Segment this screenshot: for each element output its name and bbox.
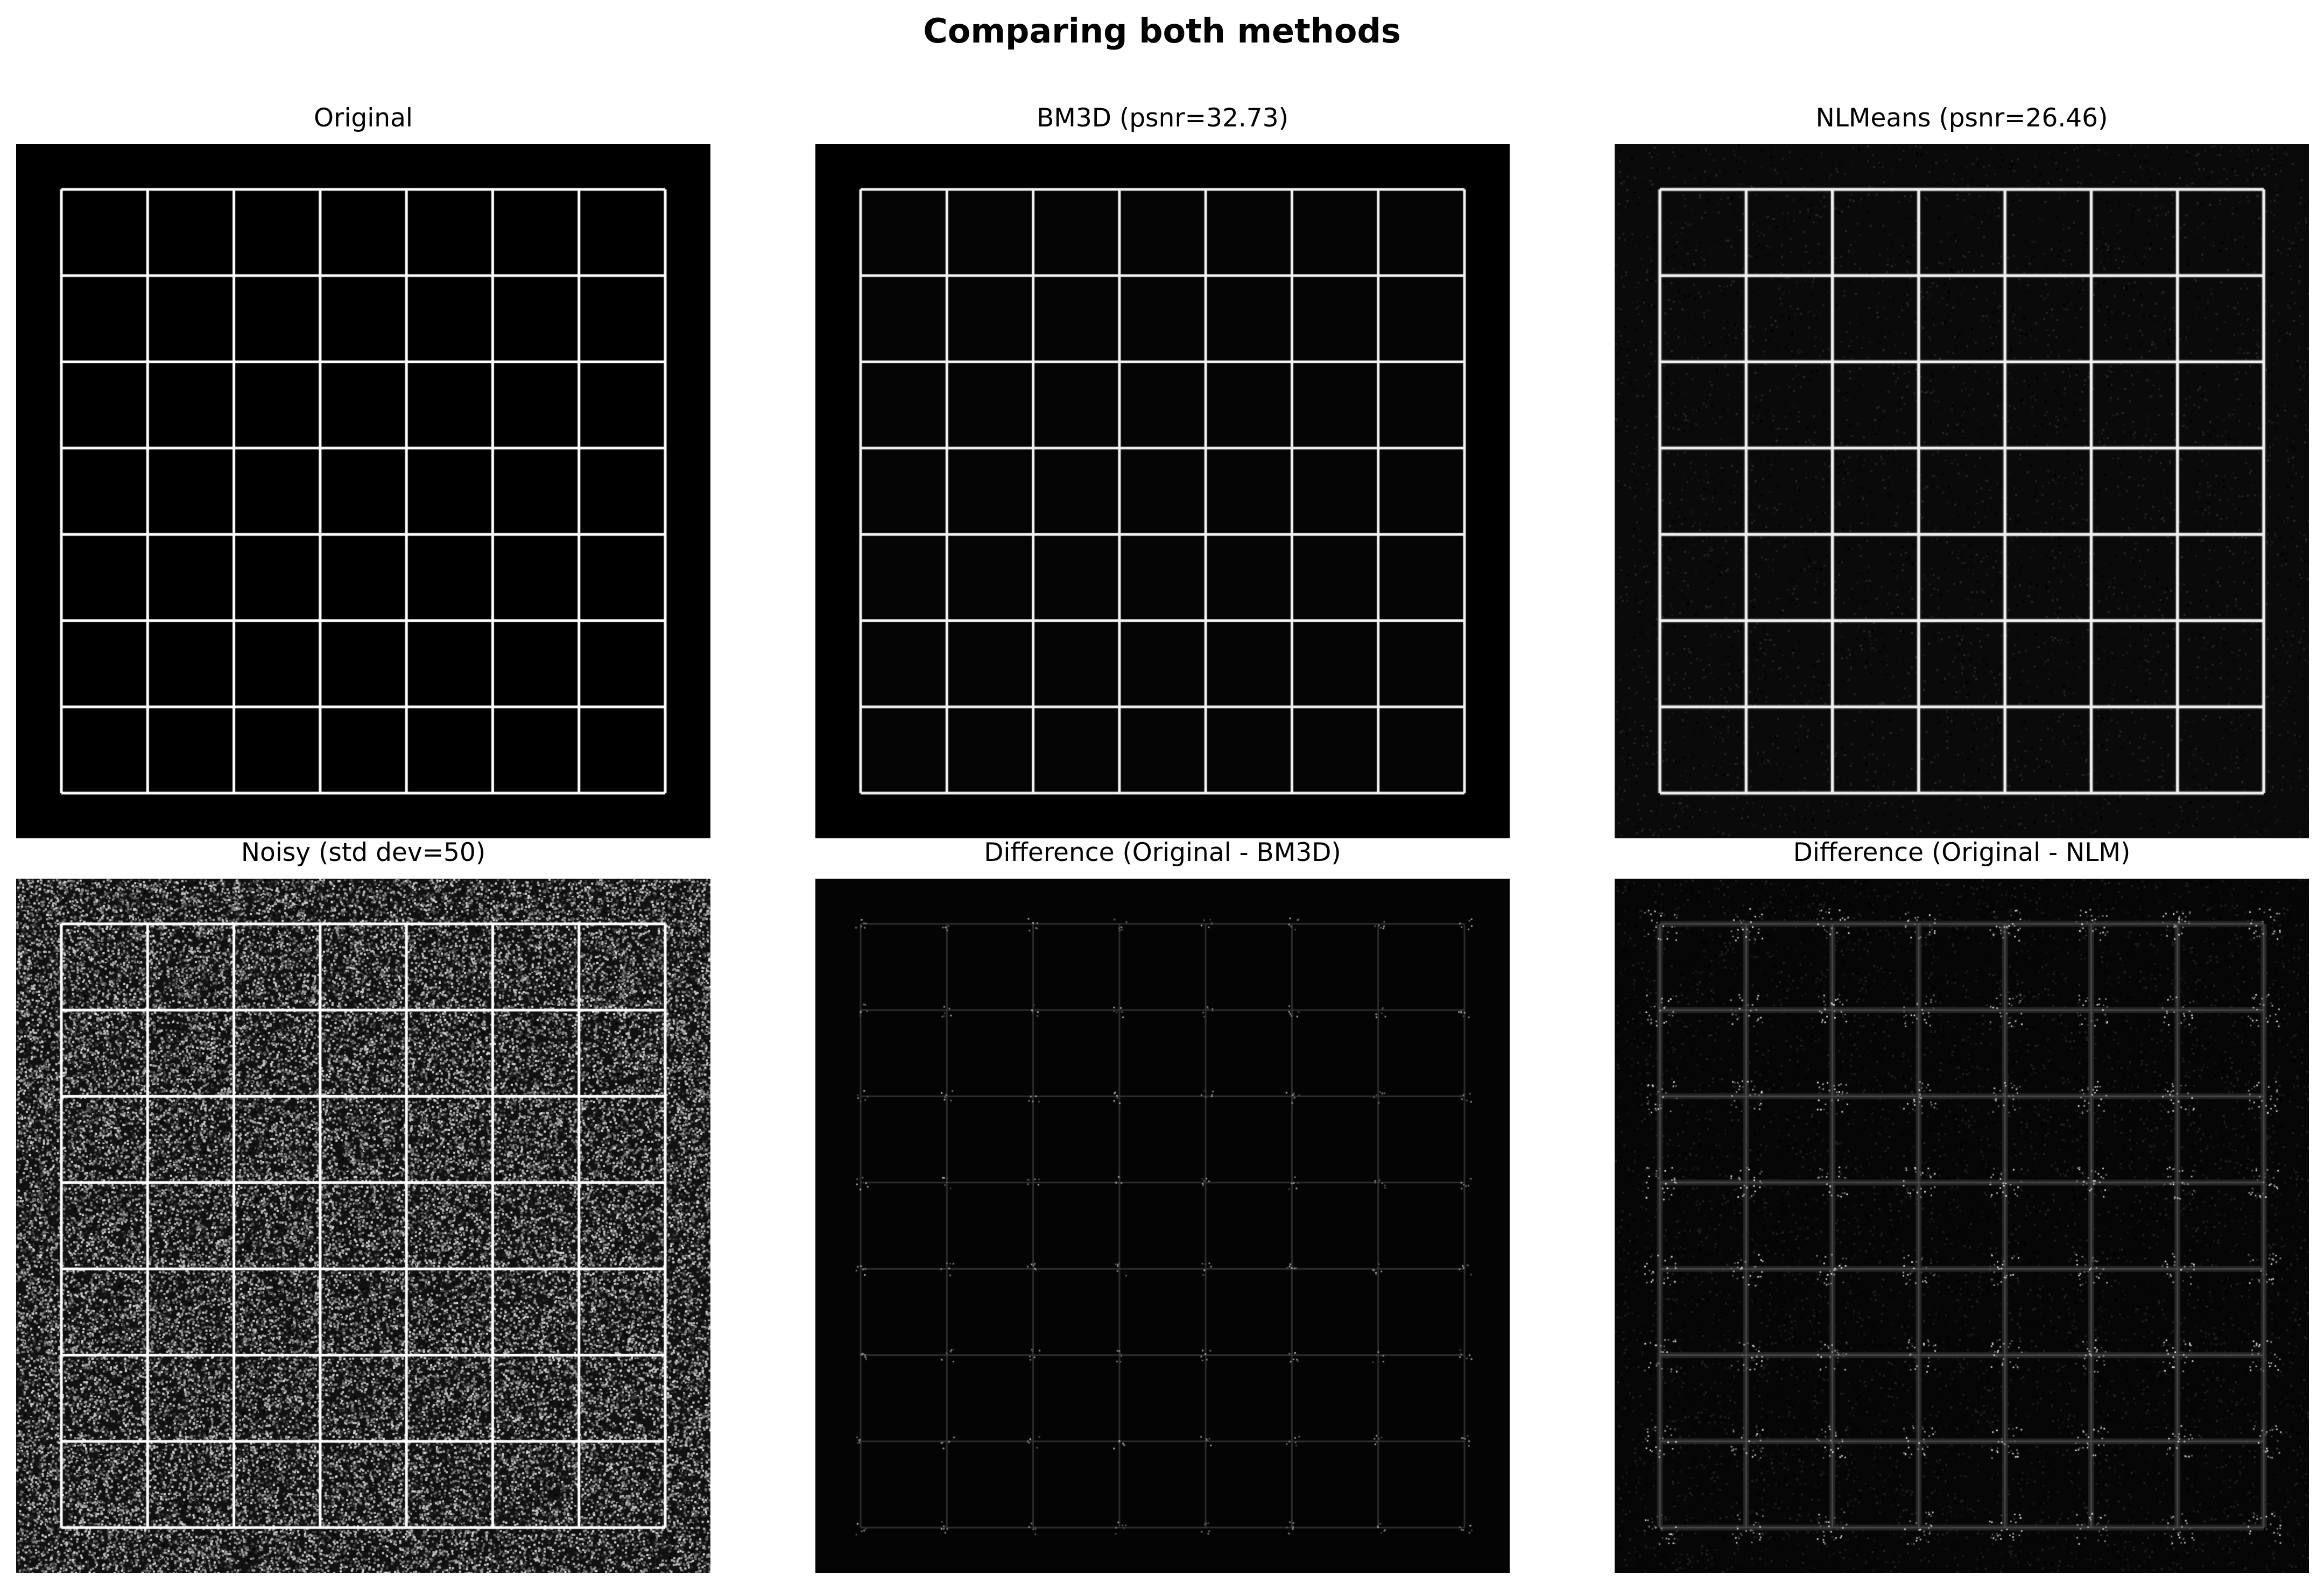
panel-title: Original [314,103,413,133]
image-canvas [1615,144,2309,838]
figure-title: Comparing both methods [923,11,1401,51]
image-canvas [815,144,1510,838]
image-canvas [1615,879,2309,1573]
image-noisy [16,879,710,1573]
image-canvas [16,144,710,838]
image-canvas [815,879,1510,1573]
image-canvas [16,879,710,1573]
image-diff-nlm [1615,879,2309,1573]
panel-title: BM3D (psnr=32.73) [1037,103,1288,133]
image-bm3d [815,144,1510,838]
panel-title: Difference (Original - BM3D) [984,838,1341,867]
panel-title: Difference (Original - NLM) [1793,838,2131,867]
image-nlmeans [1615,144,2309,838]
panel-title: NLMeans (psnr=26.46) [1815,103,2108,133]
panel-title: Noisy (std dev=50) [241,838,486,867]
image-diff-bm3d [815,879,1510,1573]
image-original [16,144,710,838]
